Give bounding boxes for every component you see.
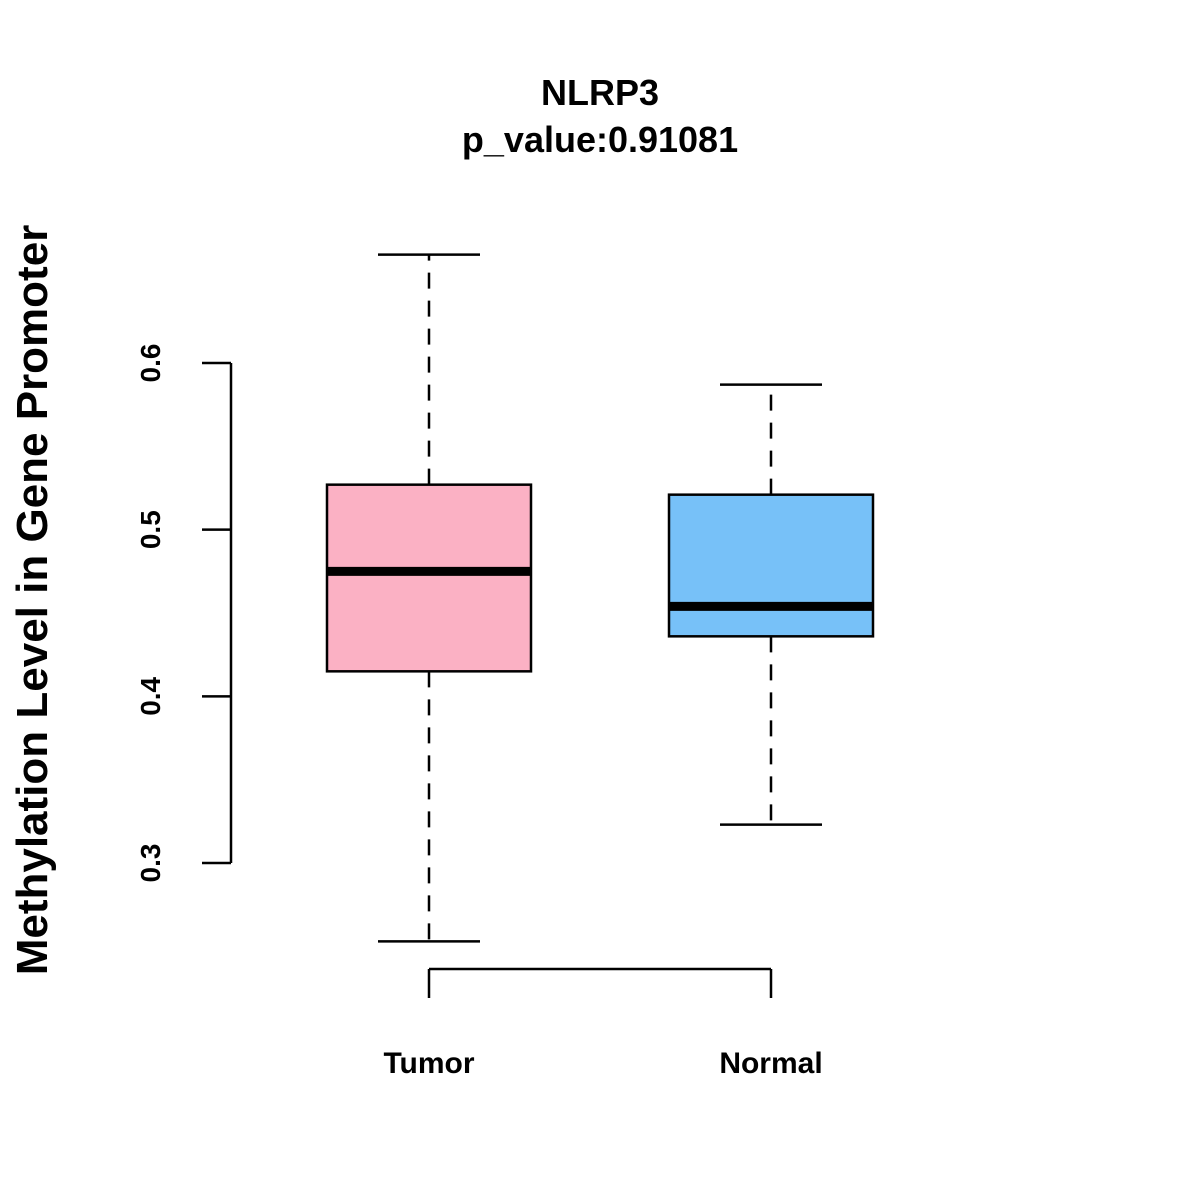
chart-title: NLRP3	[541, 72, 659, 113]
boxes-group	[325, 253, 875, 943]
x-axis: Tumor Normal	[383, 967, 823, 1080]
iqr-box	[325, 483, 533, 673]
y-axis: 0.3 0.4 0.5 0.6	[135, 344, 233, 883]
y-tick-label: 0.3	[135, 844, 166, 883]
y-tick-label: 0.6	[135, 344, 166, 383]
iqr-box	[667, 493, 875, 638]
chart-subtitle: p_value:0.91081	[462, 119, 738, 160]
y-tick-label: 0.5	[135, 510, 166, 549]
y-tick-label: 0.4	[135, 676, 166, 715]
y-axis-label: Methylation Level in Gene Promoter	[8, 225, 57, 976]
x-tick-label-tumor: Tumor	[383, 1047, 474, 1080]
box-tumor	[325, 253, 533, 943]
box-normal	[667, 383, 875, 826]
x-tick-label-normal: Normal	[719, 1047, 822, 1080]
